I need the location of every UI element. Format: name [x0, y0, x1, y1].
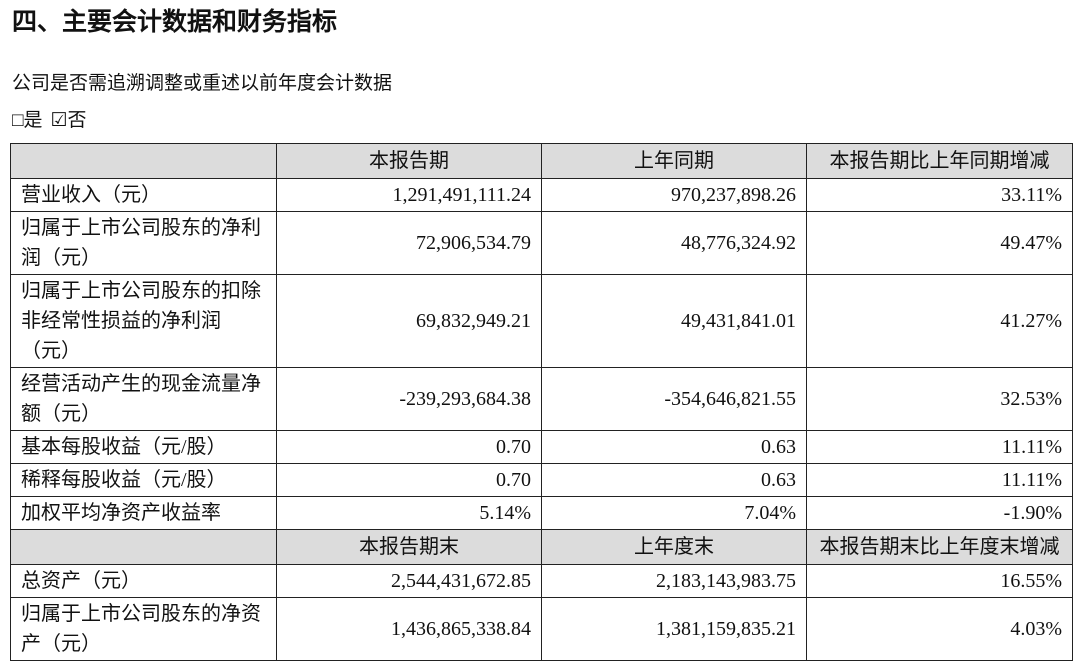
- cell: 7.04%: [541, 496, 807, 530]
- table-body: 本报告期 上年同期 本报告期比上年同期增减 营业收入（元） 1,291,491,111.…: [10, 143, 1073, 661]
- row: 基本每股收益（元/股） 0.70 0.63 11.11%: [10, 430, 1073, 464]
- header-cell: 本报告期比上年同期增减: [806, 143, 1073, 179]
- header-cell: 本报告期末: [276, 529, 542, 565]
- cell: 1,291,491,111.24: [276, 178, 542, 212]
- financial-table: 本报告期 上年同期 本报告期比上年同期增减 营业收入（元） 1,291,491,111.…: [10, 143, 1073, 661]
- row: 经营活动产生的现金流量净额（元） -239,293,684.38 -354,646,…: [10, 367, 1073, 431]
- row-label: 经营活动产生的现金流量净额（元）: [10, 367, 277, 431]
- cell: 48,776,324.92: [541, 211, 807, 275]
- cell: -1.90%: [806, 496, 1073, 530]
- cell: 16.55%: [806, 564, 1073, 598]
- cell: 0.63: [541, 463, 807, 497]
- cell: 1,381,159,835.21: [541, 597, 807, 661]
- row: 营业收入（元） 1,291,491,111.24 970,237,898.26 33.…: [10, 178, 1073, 212]
- row: 归属于上市公司股东的净利润（元） 72,906,534.79 48,776,324.…: [10, 211, 1073, 275]
- header-cell: 本报告期末比上年度末增减: [806, 529, 1073, 565]
- header-cell: [10, 143, 277, 179]
- row-label: 稀释每股收益（元/股）: [10, 463, 277, 497]
- cell: 1,436,865,338.84: [276, 597, 542, 661]
- option: □是: [12, 110, 43, 131]
- cell: 2,183,143,983.75: [541, 564, 807, 598]
- header-cell: 本报告期: [276, 143, 542, 179]
- row-label: 营业收入（元）: [10, 178, 277, 212]
- row: 稀释每股收益（元/股） 0.70 0.63 11.11%: [10, 463, 1073, 497]
- cell: 0.63: [541, 430, 807, 464]
- cell: 32.53%: [806, 367, 1073, 431]
- row-label: 加权平均净资产收益率: [10, 496, 277, 530]
- row-label: 总资产（元）: [10, 564, 277, 598]
- cell: 0.70: [276, 463, 542, 497]
- cell: 33.11%: [806, 178, 1073, 212]
- row-label: 基本每股收益（元/股）: [10, 430, 277, 464]
- cell: 0.70: [276, 430, 542, 464]
- cell: 2,544,431,672.85: [276, 564, 542, 598]
- row-label: 归属于上市公司股东的扣除非经常性损益的净利润（元）: [10, 274, 277, 368]
- question: 公司是否需追溯调整或重述以前年度会计数据: [12, 73, 393, 94]
- cell: 41.27%: [806, 274, 1073, 368]
- row-label: 归属于上市公司股东的净资产（元）: [10, 597, 277, 661]
- title: 四、主要会计数据和财务指标: [12, 9, 338, 36]
- cell: 970,237,898.26: [541, 178, 807, 212]
- cell: 49.47%: [806, 211, 1073, 275]
- cell: 5.14%: [276, 496, 542, 530]
- header-cell: 上年同期: [541, 143, 807, 179]
- cell: -239,293,684.38: [276, 367, 542, 431]
- row: 归属于上市公司股东的净资产（元） 1,436,865,338.84 1,381,15…: [10, 597, 1073, 661]
- row: 归属于上市公司股东的扣除非经常性损益的净利润（元） 69,832,949.21 49…: [10, 274, 1073, 368]
- cell: 11.11%: [806, 430, 1073, 464]
- header-row: 本报告期末 上年度末 本报告期末比上年度末增减: [10, 529, 1073, 565]
- cell: 69,832,949.21: [276, 274, 542, 368]
- row: 加权平均净资产收益率 5.14% 7.04% -1.90%: [10, 496, 1073, 530]
- options: □是 ☑否: [12, 105, 95, 132]
- cell: 72,906,534.79: [276, 211, 542, 275]
- header-cell: 上年度末: [541, 529, 807, 565]
- cell: 4.03%: [806, 597, 1073, 661]
- header-row: 本报告期 上年同期 本报告期比上年同期增减: [10, 143, 1073, 179]
- cell: -354,646,821.55: [541, 367, 807, 431]
- option: ☑否: [50, 110, 87, 131]
- row-label: 归属于上市公司股东的净利润（元）: [10, 211, 277, 275]
- row: 总资产（元） 2,544,431,672.85 2,183,143,983.75 16…: [10, 564, 1073, 598]
- cell: 49,431,841.01: [541, 274, 807, 368]
- header-cell: [10, 529, 277, 565]
- cell: 11.11%: [806, 463, 1073, 497]
